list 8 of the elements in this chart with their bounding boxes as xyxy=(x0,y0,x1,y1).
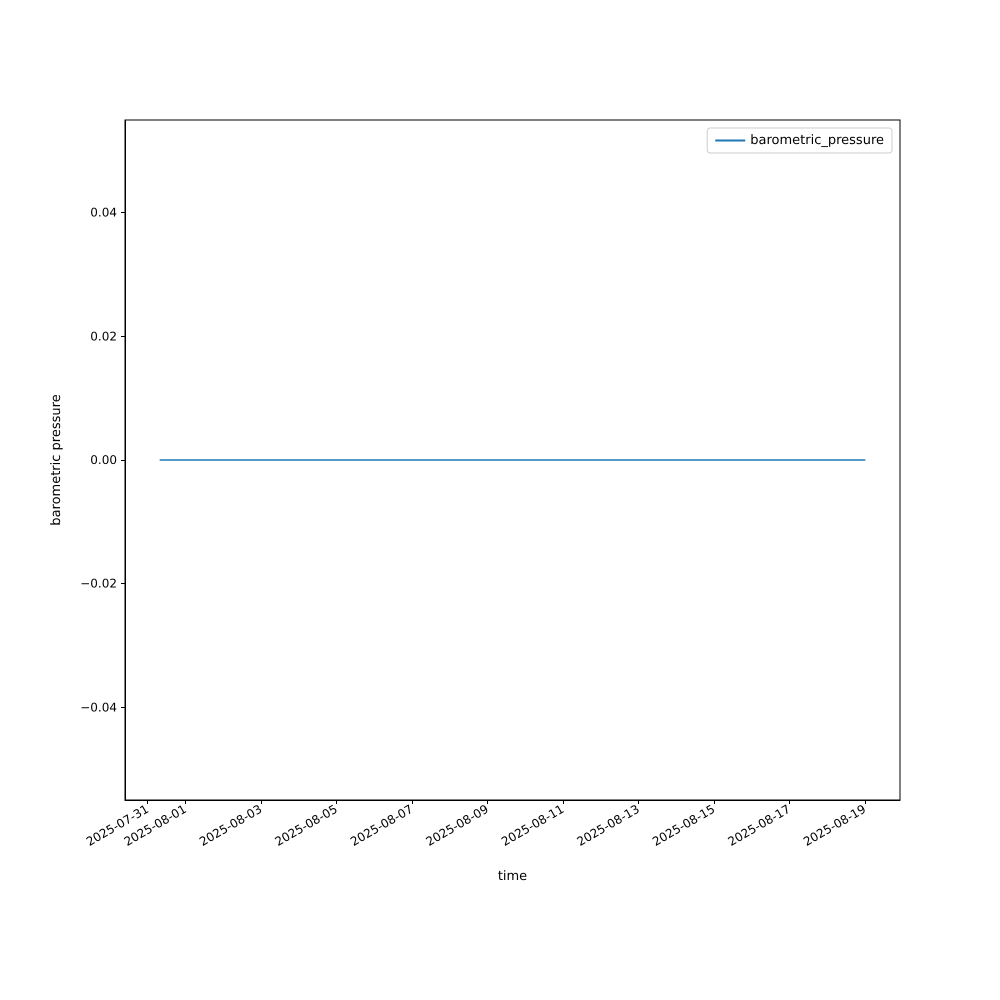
y-axis-title: barometric pressure xyxy=(49,394,64,526)
x-axis-title: time xyxy=(498,869,528,884)
y-tick-label: 0.04 xyxy=(90,206,117,220)
legend-label: barometric_pressure xyxy=(750,133,884,148)
y-tick-label: −0.02 xyxy=(80,576,117,591)
y-tick-label: 0.02 xyxy=(90,329,117,344)
y-tick-label: 0.00 xyxy=(90,453,117,467)
y-tick-label: −0.04 xyxy=(80,700,117,714)
